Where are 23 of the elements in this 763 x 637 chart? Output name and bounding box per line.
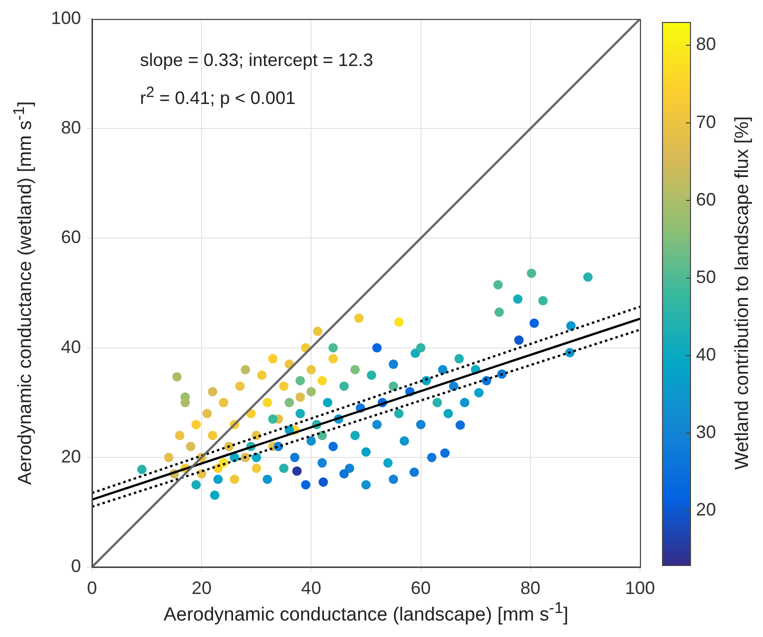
color-bar-label: 40 — [696, 344, 716, 365]
x-axis-title: Aerodynamic conductance (landscape) [mm s$^{-1}$] — [164, 600, 568, 626]
x-tick-label: 0 — [86, 578, 98, 598]
y-tick-label: 80 — [60, 118, 81, 138]
color-bar-label: 70 — [696, 112, 716, 132]
y-tick-label: 0 — [70, 556, 81, 576]
color-bar-label: 30 — [696, 422, 716, 442]
y-tick-label: 40 — [60, 336, 81, 357]
x-tick-label: 40 — [301, 578, 322, 598]
color-bar-label: 60 — [696, 189, 716, 210]
color-bar-label: 20 — [696, 500, 716, 520]
y-tick-label: 100 — [50, 8, 81, 28]
y-tick-label: 20 — [60, 446, 81, 466]
color-bar-title: Wetland contribution to landscape flux [%] — [732, 116, 754, 470]
x-tick-label: 20 — [192, 578, 212, 598]
annotation: slope = 0.33; intercept = 12.3 — [140, 50, 374, 71]
x-tick-label: 80 — [520, 578, 540, 598]
color-bar-label: 50 — [696, 266, 716, 287]
color-bar-label: 80 — [696, 34, 716, 54]
x-tick-label: 100 — [624, 578, 656, 598]
annotation: r$^{2}$ = 0.41; p < 0.001 — [140, 84, 296, 109]
y-tick-label: 60 — [60, 227, 81, 248]
x-tick-label: 60 — [410, 578, 431, 598]
